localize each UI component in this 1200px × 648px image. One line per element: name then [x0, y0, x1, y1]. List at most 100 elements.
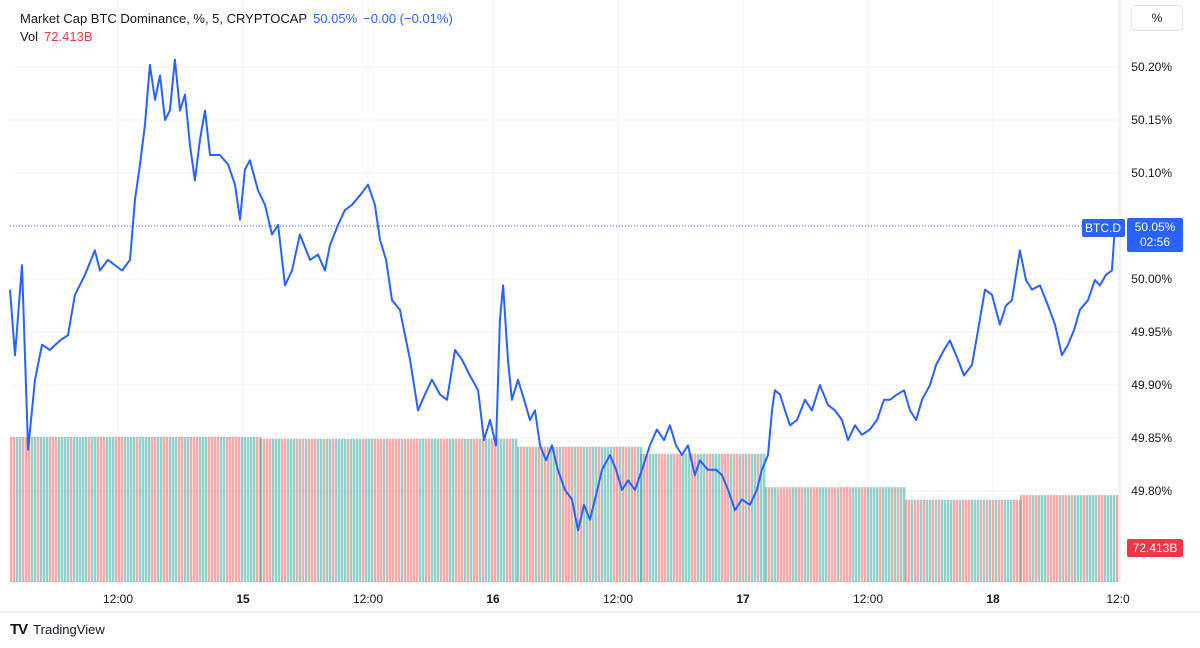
volume-bar	[266, 438, 269, 582]
volume-bar	[700, 453, 703, 582]
volume-bar	[955, 499, 959, 582]
volume-bar	[597, 446, 601, 582]
volume-bar	[278, 438, 281, 582]
tradingview-logo[interactable]: TV TradingView	[10, 621, 105, 638]
volume-bar	[940, 499, 944, 582]
volume-bar	[16, 436, 19, 582]
volume-bar	[464, 438, 467, 582]
volume-bar	[922, 499, 926, 582]
percent-scale-button[interactable]: %	[1131, 5, 1183, 31]
volume-bar	[425, 438, 428, 582]
volume-bar	[362, 438, 365, 582]
volume-bar	[1031, 495, 1035, 582]
volume-bar	[870, 487, 873, 582]
volume-bar	[250, 436, 253, 582]
volume-bar	[831, 487, 834, 582]
volume-bar	[419, 438, 422, 582]
volume-bar	[516, 446, 520, 582]
volume-bar	[133, 436, 136, 582]
volume-bar	[260, 438, 263, 582]
volume-bar	[85, 436, 88, 582]
y-tick-label: 49.90%	[1131, 378, 1172, 392]
volume-bar	[401, 438, 404, 582]
volume-bar	[187, 436, 190, 582]
volume-bar	[112, 436, 115, 582]
x-tick-label: 16	[486, 592, 500, 606]
volume-bar	[398, 438, 401, 582]
volume-bar	[139, 436, 142, 582]
volume-bar	[612, 446, 616, 582]
volume-bar	[537, 446, 541, 582]
volume-bar	[763, 453, 766, 582]
last-price-label: 50.05% 02:56	[1127, 218, 1183, 252]
volume-bar	[852, 487, 855, 582]
volume-bar	[609, 446, 613, 582]
volume-bar	[676, 453, 679, 582]
volume-bar	[256, 436, 259, 582]
volume-bar	[991, 499, 995, 582]
volume-label: 72.413B	[1127, 539, 1183, 557]
volume-bar	[353, 438, 356, 582]
volume-bar	[1076, 495, 1080, 582]
volume-bar	[302, 438, 305, 582]
volume-bar	[166, 436, 169, 582]
volume-bar	[73, 436, 76, 582]
x-tick-label: 12:00	[603, 592, 633, 606]
volume-bar	[494, 438, 497, 582]
volume-bar	[1043, 495, 1047, 582]
volume-bar	[867, 487, 870, 582]
volume-bar	[440, 438, 443, 582]
logo-text: TradingView	[33, 622, 105, 637]
volume-bar	[196, 436, 199, 582]
volume-bar	[843, 487, 846, 582]
volume-bar	[1040, 495, 1044, 582]
volume-bar	[109, 436, 112, 582]
volume-bar	[503, 438, 506, 582]
volume-bar	[121, 436, 124, 582]
volume-bar	[928, 499, 932, 582]
volume-bar	[356, 438, 359, 582]
volume-bar	[934, 499, 938, 582]
volume-bar	[443, 438, 446, 582]
volume-bar	[461, 438, 464, 582]
volume-bar	[1034, 495, 1038, 582]
volume-bar	[727, 453, 730, 582]
volume-bar	[263, 438, 266, 582]
volume-bar	[910, 499, 914, 582]
volume-bar	[768, 487, 771, 582]
volume-bar	[528, 446, 532, 582]
volume-bar	[323, 438, 326, 582]
volume-bar	[395, 438, 398, 582]
volume-bar	[320, 438, 323, 582]
volume-bar	[897, 487, 900, 582]
volume-bar	[1009, 499, 1013, 582]
volume-bar	[311, 438, 314, 582]
x-tick-label: 12:00	[353, 592, 383, 606]
volume-bar	[341, 438, 344, 582]
volume-bar	[208, 436, 211, 582]
volume-bar	[205, 436, 208, 582]
volume-bar	[416, 438, 419, 582]
volume-bar	[148, 436, 151, 582]
volume-bar	[437, 438, 440, 582]
volume-bar	[1085, 495, 1089, 582]
volume-bars	[10, 436, 1119, 582]
volume-bar	[434, 438, 437, 582]
y-tick-label: 50.10%	[1131, 166, 1172, 180]
volume-bar	[600, 446, 604, 582]
volume-bar	[786, 487, 789, 582]
x-tick-label: 12:00	[103, 592, 133, 606]
volume-bar	[1046, 495, 1050, 582]
volume-bar	[567, 446, 571, 582]
volume-bar	[10, 436, 13, 582]
volume-bar	[976, 499, 980, 582]
volume-bar	[882, 487, 885, 582]
volume-bar	[389, 438, 392, 582]
volume-bar	[630, 446, 634, 582]
volume-bar	[873, 487, 876, 582]
y-tick-label: 50.20%	[1131, 60, 1172, 74]
volume-bar	[849, 487, 852, 582]
volume-bar	[49, 436, 52, 582]
volume-bar	[736, 453, 739, 582]
